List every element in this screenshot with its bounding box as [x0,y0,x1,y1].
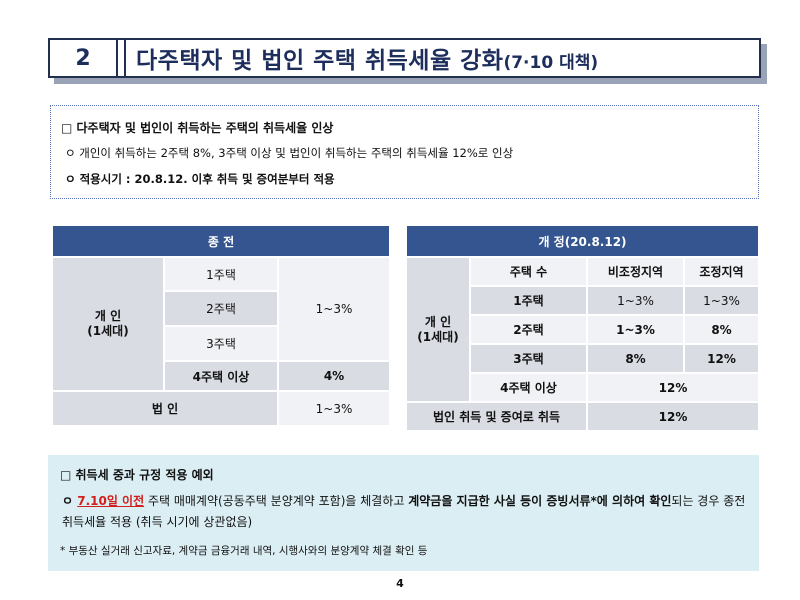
title-box: 2 다주택자 및 법인 주택 취득세율 강화(7·10 대책) [48,38,761,78]
before-row-2: 2주택 [163,290,279,327]
before-row-3: 3주택 [163,325,279,362]
after-row-4-rate: 12% [586,372,760,403]
summary-bullet-2: ㅇ 적용시기 : 20.8.12. 이후 취득 및 증여분부터 적용 [65,172,335,186]
after-table: 개 정(20.8.12) 개 인 (1세대) 주택 수 비조정지역 조정지역 1… [405,224,760,432]
exception-bullet: ㅇ [62,494,78,508]
after-row-2-adj: 8% [683,314,760,345]
before-corp-rate: 1~3% [277,390,391,427]
summary-heading: □ 다주택자 및 법인이 취득하는 주택의 취득세율 인상 [61,120,334,135]
after-row-2-non: 1~3% [586,314,685,345]
after-row-2-label: 2주택 [469,314,588,345]
exception-date: 7.10일 이전 [77,494,145,508]
exception-note: * 부동산 실거래 신고자료, 계약금 금융거래 내역, 시행사와의 분양계약 … [60,545,428,557]
exception-heading: □ 취득세 중과 규정 적용 예외 [60,467,214,482]
title-banner: 2 다주택자 및 법인 주택 취득세율 강화(7·10 대책) [48,38,767,84]
after-row-4-label: 4주택 이상 [469,372,588,403]
exception-paragraph: ㅇ 7.10일 이전 주택 매매계약(공동주택 분양계약 포함)을 체결하고 계… [60,491,747,533]
before-rate-4plus: 4% [277,360,391,392]
before-row-4: 4주택 이상 [163,360,279,392]
after-col-count: 주택 수 [469,256,588,287]
after-col-nonadjusted: 비조정지역 [586,256,685,287]
title-subtitle: (7·10 대책) [503,53,599,73]
before-corp-label: 법 인 [51,390,279,427]
after-row-1-adj: 1~3% [683,285,760,316]
summary-box: □ 다주택자 및 법인이 취득하는 주택의 취득세율 인상 ㅇ 개인이 취득하는… [50,105,759,199]
exception-bold-text: 계약금을 지급한 사실 등이 증빙서류*에 의하여 확인 [408,494,672,508]
after-row-3-label: 3주택 [469,343,588,374]
title-separator [116,40,126,76]
page-title: 다주택자 및 법인 주택 취득세율 강화(7·10 대책) [126,41,598,75]
after-row-3-non: 8% [586,343,685,374]
exception-text-1: 주택 매매계약(공동주택 분양계약 포함)을 체결하고 [144,494,409,508]
title-main: 다주택자 및 법인 주택 취득세율 강화 [136,48,504,74]
after-corp-label: 법인 취득 및 증여로 취득 [405,401,588,432]
after-row-3-adj: 12% [683,343,760,374]
before-table: 종 전 개 인 (1세대) 1주택 1~3% 2주택 3주택 4주택 이상 4%… [51,224,391,427]
after-row-1-label: 1주택 [469,285,588,316]
after-corp-rate: 12% [586,401,760,432]
before-group-label: 개 인 (1세대) [51,256,165,392]
after-row-1-non: 1~3% [586,285,685,316]
before-rate-1to3: 1~3% [277,256,391,362]
exception-box: □ 취득세 중과 규정 적용 예외 ㅇ 7.10일 이전 주택 매매계약(공동주… [48,455,759,571]
after-header: 개 정(20.8.12) [405,224,760,258]
after-col-adjusted: 조정지역 [683,256,760,287]
summary-bullet-1: ㅇ 개인이 취득하는 2주택 8%, 3주택 이상 및 법인이 취득하는 주택의… [65,146,514,160]
page-number: 4 [396,577,404,590]
exception-text-2: 되는 경우 종전 취득세율 적용 (취득 시기에 상관없음) [62,494,746,529]
after-group-label: 개 인 (1세대) [405,256,471,403]
before-row-1: 1주택 [163,256,279,292]
section-number: 2 [75,45,91,71]
before-header: 종 전 [51,224,391,258]
